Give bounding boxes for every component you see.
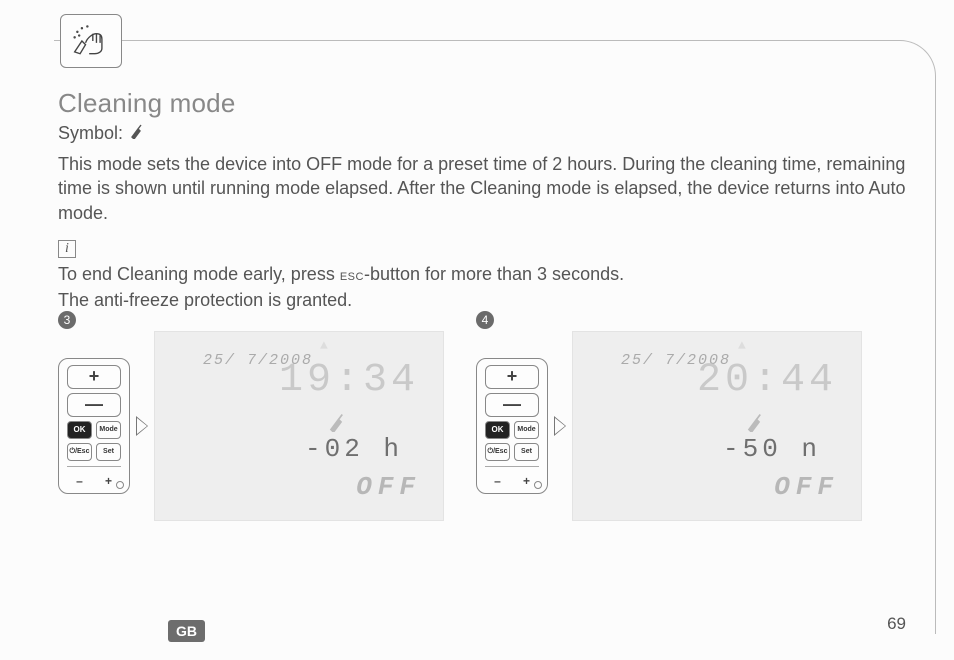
plus-button[interactable]: + xyxy=(485,365,539,389)
device-screen: ▲ 25/ 7/2008 19:34 -02 h OFF xyxy=(154,331,444,521)
paragraph-1: This mode sets the device into OFF mode … xyxy=(58,152,914,225)
figure-badge: 4 xyxy=(476,311,494,329)
esc-button[interactable]: ⏻/Esc xyxy=(67,443,92,461)
plus-button[interactable]: + xyxy=(67,365,121,389)
figure-4: 4 + — OK Mode ⏻/Esc Set – + xyxy=(476,331,862,521)
minus-button[interactable]: — xyxy=(67,393,121,417)
mode-button[interactable]: Mode xyxy=(514,421,539,439)
figure-badge: 3 xyxy=(58,311,76,329)
language-badge: GB xyxy=(168,620,205,642)
paragraph-2b: -button for more than 3 seconds. xyxy=(364,264,624,284)
figures-row: 3 + — OK Mode ⏻/Esc Set – + xyxy=(58,331,914,521)
screen-remaining: -50 n xyxy=(723,434,821,464)
screen-time: 20:44 xyxy=(697,358,837,403)
paragraph-2: To end Cleaning mode early, press esc-bu… xyxy=(58,262,914,287)
arrow-icon xyxy=(554,416,566,436)
small-plus-button[interactable]: + xyxy=(96,473,121,489)
paragraph-3: The anti-freeze protection is granted. xyxy=(58,288,914,312)
remote-divider xyxy=(485,466,539,467)
symbol-line: Symbol: xyxy=(58,123,914,144)
set-button[interactable]: Set xyxy=(514,443,539,461)
symbol-label: Symbol: xyxy=(58,123,123,144)
arrow-icon xyxy=(136,416,148,436)
small-plus-button[interactable]: + xyxy=(514,473,539,489)
screen-remaining: -02 h xyxy=(305,434,403,464)
remote-control: + — OK Mode ⏻/Esc Set – + xyxy=(58,358,130,494)
small-minus-button[interactable]: – xyxy=(485,473,510,489)
ok-button[interactable]: OK xyxy=(485,421,510,439)
screen-time: 19:34 xyxy=(279,358,419,403)
paragraph-2a: To end Cleaning mode early, press xyxy=(58,264,340,284)
section-title: Cleaning mode xyxy=(58,88,914,119)
esc-text: esc xyxy=(340,267,364,284)
minus-button[interactable]: — xyxy=(485,393,539,417)
figure-3: 3 + — OK Mode ⏻/Esc Set – + xyxy=(58,331,444,521)
warn-icon: ▲ xyxy=(320,338,328,353)
mode-button[interactable]: Mode xyxy=(96,421,121,439)
warn-icon: ▲ xyxy=(738,338,746,353)
dust-hand-icon xyxy=(60,14,122,68)
page-number: 69 xyxy=(887,614,906,634)
brush-icon xyxy=(129,123,143,144)
screen-off-label: OFF xyxy=(356,472,421,502)
remote-control: + — OK Mode ⏻/Esc Set – + xyxy=(476,358,548,494)
remote-divider xyxy=(67,466,121,467)
esc-button[interactable]: ⏻/Esc xyxy=(485,443,510,461)
device-screen: ▲ 25/ 7/2008 20:44 -50 n OFF xyxy=(572,331,862,521)
content-area: Cleaning mode Symbol: This mode sets the… xyxy=(58,88,914,521)
info-icon: i xyxy=(58,240,76,258)
manual-page: Cleaning mode Symbol: This mode sets the… xyxy=(0,0,954,660)
screen-off-label: OFF xyxy=(774,472,839,502)
small-minus-button[interactable]: – xyxy=(67,473,92,489)
set-button[interactable]: Set xyxy=(96,443,121,461)
ok-button[interactable]: OK xyxy=(67,421,92,439)
